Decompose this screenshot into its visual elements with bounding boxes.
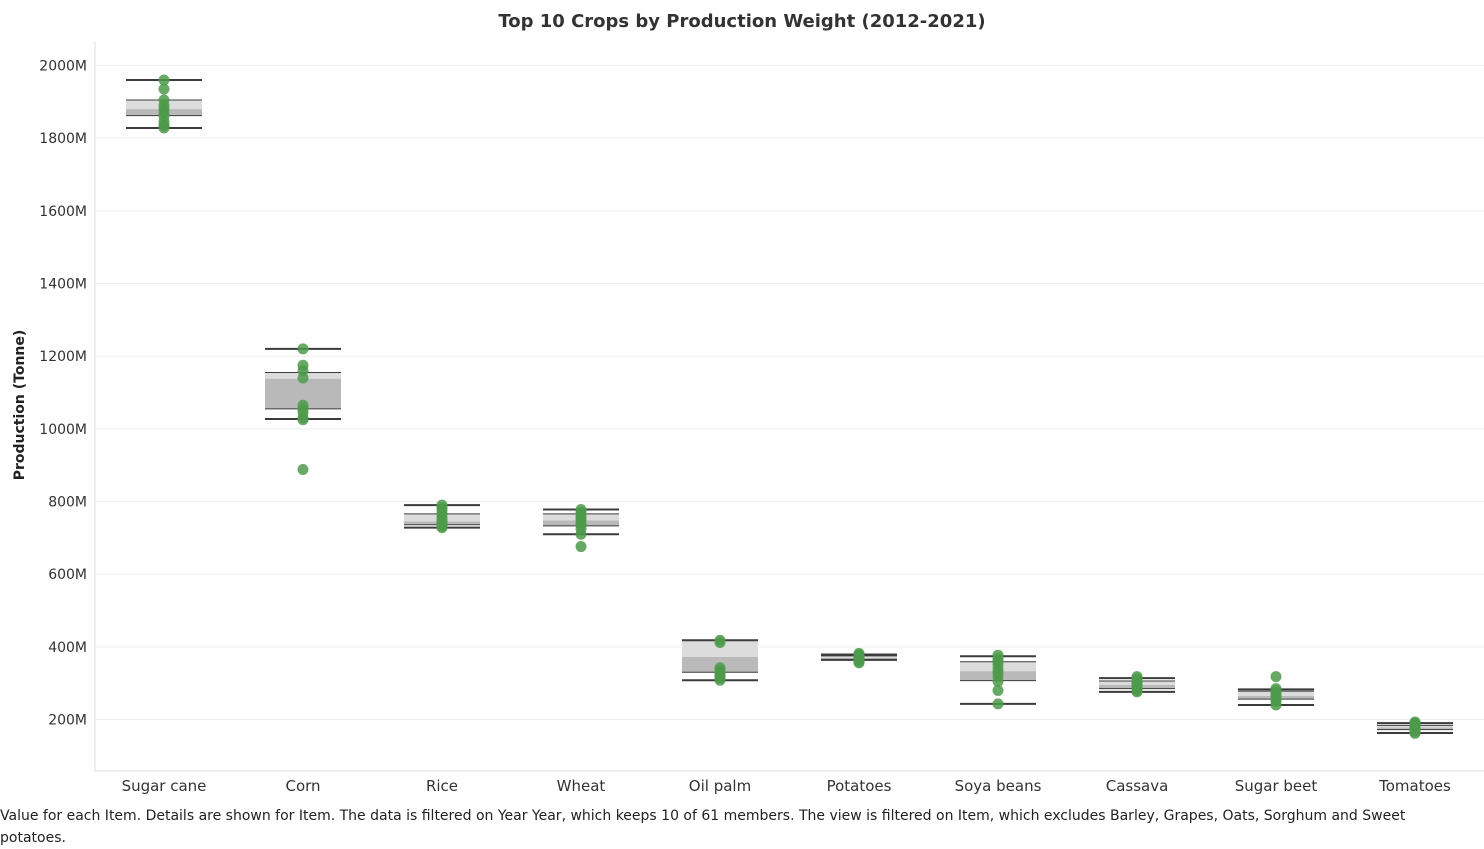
y-axis-ticks: 200M 400M 600M 800M 1000M 1200M 1400M 1600M 1800… xyxy=(39,59,87,729)
x-tick-label: Oil palm xyxy=(689,777,751,795)
box-series xyxy=(126,79,1453,734)
data-point xyxy=(992,698,1004,710)
x-tick-label: Sugar beet xyxy=(1235,777,1318,795)
y-axis-label: Production (Tonne) xyxy=(12,330,28,481)
data-point xyxy=(575,528,587,540)
point-series xyxy=(158,74,1421,739)
box-plot-chart: Top 10 Crops by Production Weight (2012-… xyxy=(12,11,1484,795)
y-tick-label: 400M xyxy=(48,640,87,656)
data-point xyxy=(714,674,726,686)
gridlines xyxy=(94,42,1484,772)
data-point xyxy=(1409,727,1421,739)
data-point xyxy=(575,541,587,553)
x-tick-label: Tomatoes xyxy=(1378,777,1451,795)
y-tick-label: 600M xyxy=(48,567,87,583)
y-tick-label: 1400M xyxy=(39,277,87,293)
y-tick-label: 800M xyxy=(48,495,87,511)
data-point xyxy=(158,122,170,134)
y-tick-label: 200M xyxy=(48,713,87,729)
data-point xyxy=(158,74,170,86)
x-tick-label: Sugar cane xyxy=(122,777,207,795)
y-tick-label: 1200M xyxy=(39,349,87,365)
x-tick-label: Wheat xyxy=(557,777,606,795)
data-point xyxy=(297,464,309,476)
y-tick-label: 1000M xyxy=(39,422,87,438)
x-axis-ticks: Sugar cane Corn Rice Wheat Oil palm Potatoes S… xyxy=(122,777,1451,795)
y-tick-label: 1800M xyxy=(39,131,87,147)
data-point xyxy=(297,414,309,426)
data-point xyxy=(853,657,865,669)
box-upper-half xyxy=(682,640,758,658)
box-5 xyxy=(682,639,758,682)
x-tick-label: Cassava xyxy=(1106,777,1169,795)
x-tick-label: Soya beans xyxy=(955,777,1042,795)
data-point xyxy=(1270,671,1282,683)
data-point xyxy=(992,675,1004,687)
x-tick-label: Potatoes xyxy=(827,777,892,795)
data-point xyxy=(714,636,726,648)
chart-title: Top 10 Crops by Production Weight (2012-… xyxy=(498,11,985,32)
data-point xyxy=(1131,686,1143,698)
data-point xyxy=(436,522,448,534)
data-point xyxy=(158,83,170,95)
data-point xyxy=(1270,699,1282,711)
y-tick-label: 1600M xyxy=(39,204,87,220)
chart-caption: Value for each Item. Details are shown f… xyxy=(0,808,1406,846)
data-point xyxy=(992,684,1004,696)
data-point xyxy=(297,372,309,384)
y-tick-label: 2000M xyxy=(39,59,87,75)
x-tick-label: Rice xyxy=(426,777,458,795)
x-tick-label: Corn xyxy=(285,777,320,795)
data-point xyxy=(297,343,309,355)
